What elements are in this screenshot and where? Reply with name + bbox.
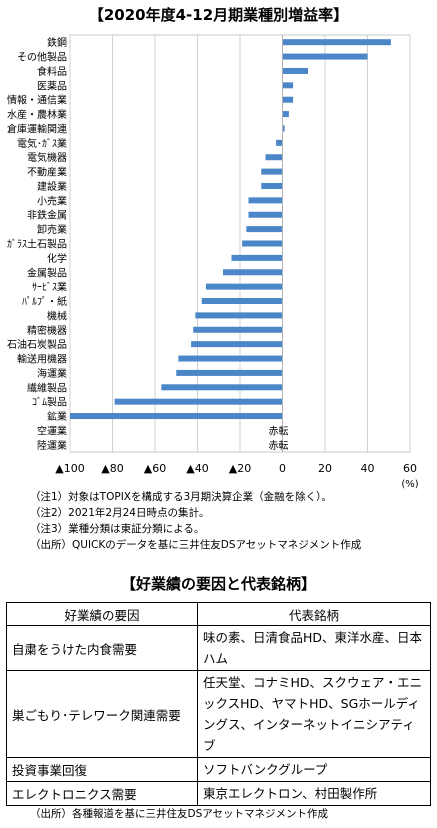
bar (161, 384, 283, 391)
bar (276, 139, 283, 146)
bar (114, 398, 283, 405)
x-tick-label: 40 (361, 462, 375, 475)
header-factor: 好業績の要因 (6, 602, 198, 626)
bar (261, 182, 283, 189)
table-source: （出所）各種報道を基に三井住友DSアセットマネジメント作成 (30, 808, 329, 820)
bar (282, 125, 285, 132)
bar (282, 96, 294, 103)
row-stocks: 任天堂、コナミHD、スクウェア・エニックスHD、ヤマトHD、SGホールディングス… (197, 670, 431, 758)
category-label: 倉庫運輸関連 (7, 122, 67, 135)
table-row: エレクトロニクス需要 東京エレクトロン、村田製作所 (6, 781, 431, 806)
row-stocks: 東京エレクトロン、村田製作所 (197, 781, 431, 806)
bar (282, 67, 308, 74)
category-label: 金属製品 (27, 266, 67, 279)
category-label: 鉄鋼 (47, 36, 67, 49)
unit-label: (%) (401, 479, 418, 490)
bar (195, 312, 283, 319)
bar (242, 240, 283, 247)
category-label: 食料品 (37, 65, 67, 78)
category-label: 卸売業 (37, 223, 67, 236)
x-tick-label: 20 (318, 462, 332, 475)
category-label: 化学 (47, 252, 67, 265)
stocks-table: 好業績の要因 代表銘柄 自粛をうけた内食需要 味の素、日清食品HD、東洋水産、日… (6, 602, 431, 806)
category-label: 石油石炭製品 (7, 338, 67, 351)
category-label: ｻｰﾋﾞｽ業 (32, 281, 67, 294)
bar (261, 168, 283, 175)
bar (282, 111, 289, 118)
category-label: 輸送用機器 (17, 353, 67, 366)
category-label: その他製品 (17, 51, 67, 64)
bar (178, 355, 283, 362)
bar (191, 341, 283, 348)
category-label: ﾊﾟﾙﾌﾟ・紙 (22, 295, 67, 308)
category-label: 精密機器 (27, 324, 67, 337)
annotation-label: 赤転 (269, 440, 289, 452)
x-tick-label: 60 (403, 462, 417, 475)
category-label: 建設業 (37, 180, 67, 193)
bar-chart: 鉄鋼その他製品食料品医薬品情報・通信業水産・農林業倉庫運輸関連電気･ｶﾞｽ業電気… (7, 34, 419, 490)
bar (248, 197, 283, 204)
x-tick-label: ▲20 (229, 462, 251, 475)
bar (282, 53, 368, 60)
category-label: 鉱業 (47, 410, 67, 423)
category-label: 小売業 (37, 194, 67, 207)
category-label: 不動産業 (27, 166, 67, 179)
row-stocks: ソフトバンクグループ (197, 757, 431, 782)
bar (231, 254, 283, 261)
category-label: ｺﾞﾑ製品 (32, 396, 67, 409)
x-tick-label: ▲80 (101, 462, 123, 475)
note-2: （注2）2021年2月24日時点の集計。 (30, 507, 210, 519)
row-factor: 巣ごもり･テレワーク関連需要 (6, 670, 198, 758)
note-3: （注3）業種分類は東証分類による。 (30, 523, 205, 535)
category-label: 電気･ｶﾞｽ業 (17, 137, 67, 150)
category-label: 海運業 (37, 367, 67, 380)
annotation-label: 赤転 (269, 425, 289, 437)
category-label: ｶﾞﾗｽ土石製品 (7, 238, 67, 251)
table-row: 巣ごもり･テレワーク関連需要 任天堂、コナミHD、スクウェア・エニックスHD、ヤ… (6, 670, 431, 758)
bar (282, 39, 391, 46)
bar (265, 154, 283, 161)
category-label: 水産・農林業 (7, 108, 67, 121)
category-label: 機械 (47, 309, 67, 322)
category-label: 医薬品 (37, 80, 67, 92)
table-row: 投資事業回復 ソフトバンクグループ (6, 757, 431, 782)
x-tick-label: ▲100 (55, 462, 84, 475)
category-label: 情報・通信業 (7, 94, 67, 107)
category-label: 繊維製品 (27, 381, 67, 394)
bar (176, 369, 283, 376)
note-1: （注1）対象はTOPIXを構成する3月期決算企業（金融を除く）。 (30, 491, 332, 503)
category-label: 空運業 (37, 424, 67, 437)
table-title: 【好業績の要因と代表銘柄】 (120, 575, 316, 593)
chart-notes: （注1）対象はTOPIXを構成する3月期決算企業（金融を除く）。 （注2）202… (30, 489, 361, 553)
bar (206, 283, 283, 290)
table-header-row: 好業績の要因 代表銘柄 (6, 602, 431, 626)
bar (70, 413, 283, 420)
bar (193, 326, 283, 333)
table-row: 自粛をうけた内食需要 味の素、日清食品HD、東洋水産、日本ハム (6, 625, 431, 671)
bar (223, 269, 283, 276)
chart-title: 【2020年度4-12月期業種別増益率】 (88, 6, 349, 24)
bar (282, 82, 294, 89)
row-factor: エレクトロニクス需要 (6, 781, 198, 806)
bar (246, 226, 283, 233)
note-source: （出所）QUICKのデータを基に三井住友DSアセットマネジメント作成 (30, 539, 362, 551)
bar (201, 298, 283, 305)
category-label: 陸運業 (37, 439, 67, 452)
x-tick-label: ▲40 (186, 462, 208, 475)
row-factor: 自粛をうけた内食需要 (6, 625, 198, 671)
bar (248, 211, 283, 218)
category-label: 電気機器 (27, 151, 67, 164)
row-stocks: 味の素、日清食品HD、東洋水産、日本ハム (197, 625, 431, 671)
row-factor: 投資事業回復 (6, 757, 198, 782)
header-stocks: 代表銘柄 (197, 602, 431, 626)
x-tick-label: 0 (279, 462, 286, 475)
x-tick-label: ▲60 (144, 462, 166, 475)
category-label: 非鉄金属 (27, 209, 67, 222)
